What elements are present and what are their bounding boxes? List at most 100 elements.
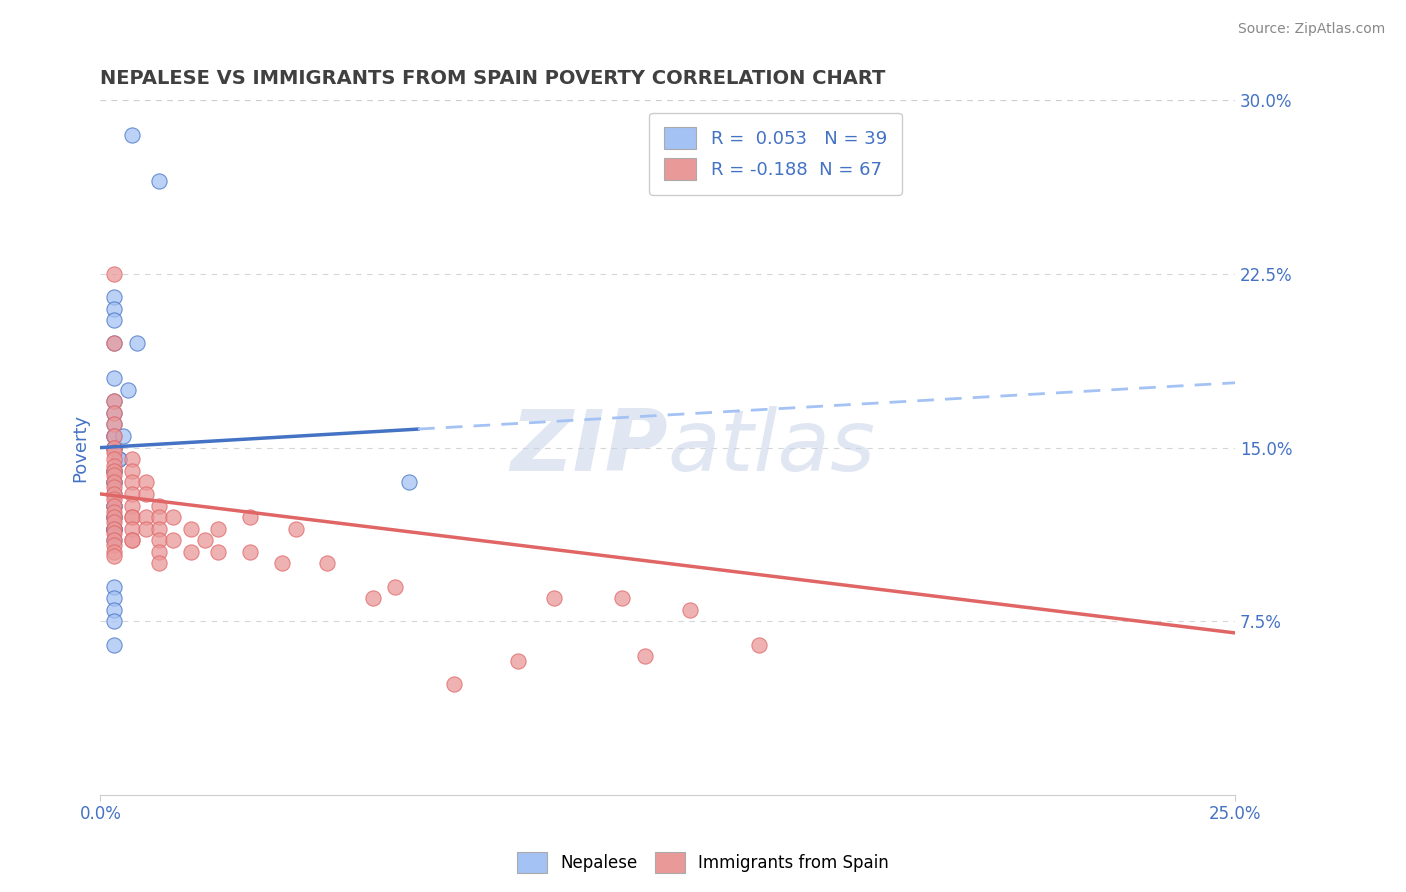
Point [103,290,125,304]
Point [398,475,420,490]
Point [162,510,184,524]
Point [103,336,125,351]
Point [103,475,125,490]
Point [634,649,657,664]
Point [135,522,157,536]
Legend: Nepalese, Immigrants from Spain: Nepalese, Immigrants from Spain [510,846,896,880]
Point [103,452,125,467]
Point [148,557,170,571]
Point [103,464,125,478]
Point [103,510,125,524]
Point [361,591,384,606]
Point [103,441,125,455]
Point [103,406,125,420]
Point [103,603,125,617]
Point [679,603,702,617]
Point [239,510,262,524]
Point [103,526,125,541]
Point [103,545,125,559]
Point [103,499,125,513]
Point [121,452,143,467]
Point [121,533,143,548]
Y-axis label: Poverty: Poverty [72,414,89,482]
Point [103,468,125,483]
Point [194,533,217,548]
Point [107,452,129,467]
Point [121,475,143,490]
Point [103,499,125,513]
Point [207,522,229,536]
Point [135,487,157,501]
Point [121,487,143,501]
Point [103,475,125,490]
Point [103,487,125,501]
Point [125,336,148,351]
Point [103,267,125,281]
Point [121,533,143,548]
Point [103,480,125,494]
Point [103,441,125,455]
Point [121,522,143,536]
Point [103,522,125,536]
Point [543,591,565,606]
Point [103,506,125,520]
Point [103,549,125,564]
Point [103,522,125,536]
Point [103,510,125,524]
Point [107,452,129,467]
Point [207,545,229,559]
Point [103,336,125,351]
Point [148,499,170,513]
Point [506,654,529,668]
Point [316,557,339,571]
Point [103,464,125,478]
Point [103,394,125,409]
Point [121,510,143,524]
Point [103,301,125,316]
Point [103,417,125,432]
Point [103,394,125,409]
Point [103,464,125,478]
Point [117,383,139,397]
Point [103,487,125,501]
Point [103,445,125,459]
Point [121,499,143,513]
Text: atlas: atlas [668,406,876,489]
Point [103,638,125,652]
Point [180,545,202,559]
Point [384,580,406,594]
Point [180,522,202,536]
Text: Source: ZipAtlas.com: Source: ZipAtlas.com [1237,22,1385,37]
Text: ZIP: ZIP [510,406,668,489]
Point [135,475,157,490]
Point [103,491,125,506]
Legend: R =  0.053   N = 39, R = -0.188  N = 67: R = 0.053 N = 39, R = -0.188 N = 67 [650,112,901,194]
Point [148,545,170,559]
Point [148,174,170,188]
Point [103,371,125,385]
Point [148,510,170,524]
Point [103,459,125,474]
Point [103,533,125,548]
Point [121,128,143,142]
Point [103,429,125,443]
Point [103,417,125,432]
Point [103,429,125,443]
Point [103,515,125,529]
Point [112,429,135,443]
Point [612,591,634,606]
Point [103,580,125,594]
Point [103,522,125,536]
Point [103,522,125,536]
Point [148,522,170,536]
Point [135,510,157,524]
Point [103,406,125,420]
Point [103,499,125,513]
Text: NEPALESE VS IMMIGRANTS FROM SPAIN POVERTY CORRELATION CHART: NEPALESE VS IMMIGRANTS FROM SPAIN POVERT… [100,69,886,87]
Point [103,591,125,606]
Point [103,429,125,443]
Point [271,557,294,571]
Point [103,533,125,548]
Point [148,533,170,548]
Point [103,313,125,327]
